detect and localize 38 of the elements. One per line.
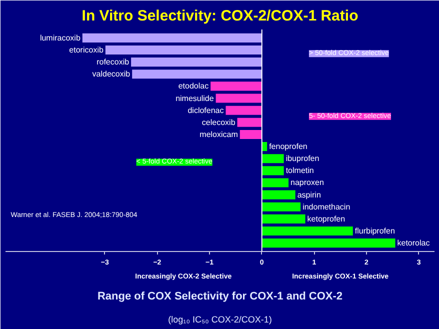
y-tick-label: etoricoxib: [69, 46, 104, 55]
y-tick-label: celecoxib: [202, 118, 236, 127]
y-tick-label: naproxen: [290, 178, 324, 188]
y-tick-label: ibuprofen: [286, 154, 320, 164]
y-tick-label: tolmetin: [286, 166, 314, 176]
bar: [262, 178, 289, 188]
x-axis-title: Range of COX Selectivity for COX-1 and COX-2: [97, 290, 343, 302]
bar: [210, 82, 262, 91]
y-tick-label: flurbiprofen: [354, 226, 395, 236]
y-tick-label: lumiracoxib: [40, 33, 81, 42]
y-tick-label: fenoprofen: [269, 142, 308, 152]
bar: [131, 58, 262, 67]
y-tick-label: indomethacin: [302, 202, 350, 212]
bar: [262, 238, 396, 248]
y-tick-label: valdecoxib: [92, 70, 131, 79]
bar: [262, 166, 284, 176]
bar: [226, 106, 262, 115]
y-tick-label: ketoprofen: [307, 214, 346, 224]
bar: [262, 154, 284, 164]
bar: [82, 33, 262, 42]
y-tick-label: ketorolac: [397, 238, 430, 248]
y-tick-label: rofecoxib: [96, 58, 130, 67]
bar: [262, 202, 301, 212]
bar: [262, 214, 306, 224]
y-tick-label: etodolac: [178, 82, 209, 91]
bar: [216, 94, 262, 103]
y-tick-label: aspirin: [297, 190, 321, 200]
y-tick-label: meloxicam: [200, 130, 238, 139]
y-tick-label: nimesulide: [176, 94, 214, 103]
text: (log₁₀ IC₅₀ COX-2/COX-1): [168, 314, 272, 324]
bar: [132, 70, 262, 79]
bar: [105, 45, 262, 55]
bar: [262, 226, 353, 236]
bar: [237, 118, 262, 127]
y-tick-label: diclofenac: [188, 106, 224, 115]
chart-title: In Vitro Selectivity: COX-2/COX-1 Ratio: [82, 8, 358, 24]
bar: [262, 190, 296, 200]
bar: [240, 130, 262, 139]
